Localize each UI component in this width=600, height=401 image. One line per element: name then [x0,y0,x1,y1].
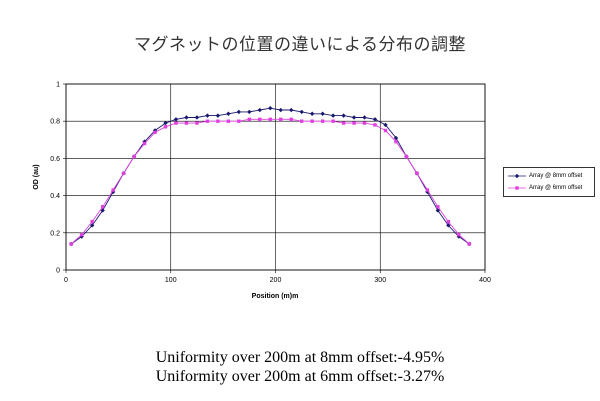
x-tick-label: 400 [479,277,491,284]
data-point [268,105,273,111]
data-point [436,205,440,209]
data-point [309,111,315,116]
uniformity-notes: Uniformity over 200m at 8mm offset:-4.95… [0,348,600,386]
uniformity-note-8mm: Uniformity over 200m at 8mm offset:-4.95… [155,349,445,366]
data-point [111,188,115,192]
legend-label-6mm: Array @ 6mm offset [529,185,583,191]
legend-entry-6mm: Array @ 6mm offset [508,183,582,193]
data-point [247,109,252,115]
data-point [194,115,200,120]
data-point [404,154,409,159]
data-point [330,113,336,118]
data-point [80,232,84,237]
data-point [289,107,294,113]
y-tick-label: 0.8 [50,119,60,126]
data-point [205,113,210,118]
data-point [278,107,283,113]
legend-swatch-6mm [508,186,526,190]
data-point [184,115,189,120]
data-point [299,109,304,115]
x-axis-label: Position (m)m [252,293,299,300]
uniformity-note-6mm: Uniformity over 200m at 6mm offset:-3.27… [155,368,445,385]
data-point [362,121,367,125]
data-point [237,119,241,123]
data-point [226,111,231,116]
data-point [174,121,178,125]
data-point [100,208,105,213]
data-point [90,219,94,224]
data-point [435,208,441,213]
data-point [331,119,335,123]
data-point [425,188,430,192]
data-point [163,125,168,129]
data-point [320,111,325,116]
data-point [289,117,293,122]
legend-label-8mm: Array @ 8mm offset [529,173,583,179]
data-point [121,171,126,175]
data-point [100,205,105,209]
legend-swatch-8mm [508,173,526,179]
data-point [383,122,388,128]
data-point [341,121,346,125]
data-point [257,107,262,113]
data-point [394,139,398,144]
y-tick-label: 1 [56,82,60,89]
data-point [142,141,147,146]
data-point [373,123,377,127]
data-point [132,154,136,159]
data-point [320,119,325,123]
data-point [383,128,388,133]
data-point [247,117,252,122]
data-point [299,119,304,123]
series-1 [69,117,471,246]
data-point [89,223,95,228]
data-point [142,139,147,144]
data-point [341,113,346,118]
data-point [446,223,451,228]
y-tick-label: 0.6 [50,156,60,163]
x-tick-label: 0 [64,277,68,284]
data-point [310,119,314,123]
chart-title: マグネットの位置の違いによる分布の調整 [134,35,466,55]
data-point [362,115,367,120]
data-point [69,242,73,246]
data-point [216,119,220,123]
data-point [268,117,272,122]
data-point [173,117,179,122]
data-point [415,171,419,175]
series-layer [69,105,472,247]
data-point [352,121,356,125]
y-tick-label: 0 [56,268,60,275]
data-point [351,115,357,120]
data-point [446,219,451,224]
data-point [236,109,242,115]
x-tick-label: 300 [374,277,386,284]
data-point [195,121,199,125]
data-point [215,113,221,118]
tick-labels: 0 0.2 0.4 0.6 0.8 1 0 100 200 300 400 [50,82,491,285]
y-tick-label: 0.2 [50,230,60,237]
x-tick-label: 200 [270,277,282,284]
x-tick-label: 100 [165,277,177,284]
data-point [205,119,210,123]
data-point [457,232,461,237]
data-point [226,119,231,123]
data-point [279,117,283,122]
data-point [258,117,262,122]
data-point [153,130,157,135]
grid-lines [63,83,486,273]
data-point [163,120,168,126]
data-point [372,117,378,122]
legend: Array @ 8mm offset Array @ 6mm offset [503,167,595,197]
data-point [393,135,399,141]
data-point [184,121,189,125]
legend-entry-8mm: Array @ 8mm offset [508,171,582,181]
y-tick-label: 0.4 [50,193,60,200]
data-point [467,242,471,246]
y-axis-label: OD (au) [33,164,40,189]
